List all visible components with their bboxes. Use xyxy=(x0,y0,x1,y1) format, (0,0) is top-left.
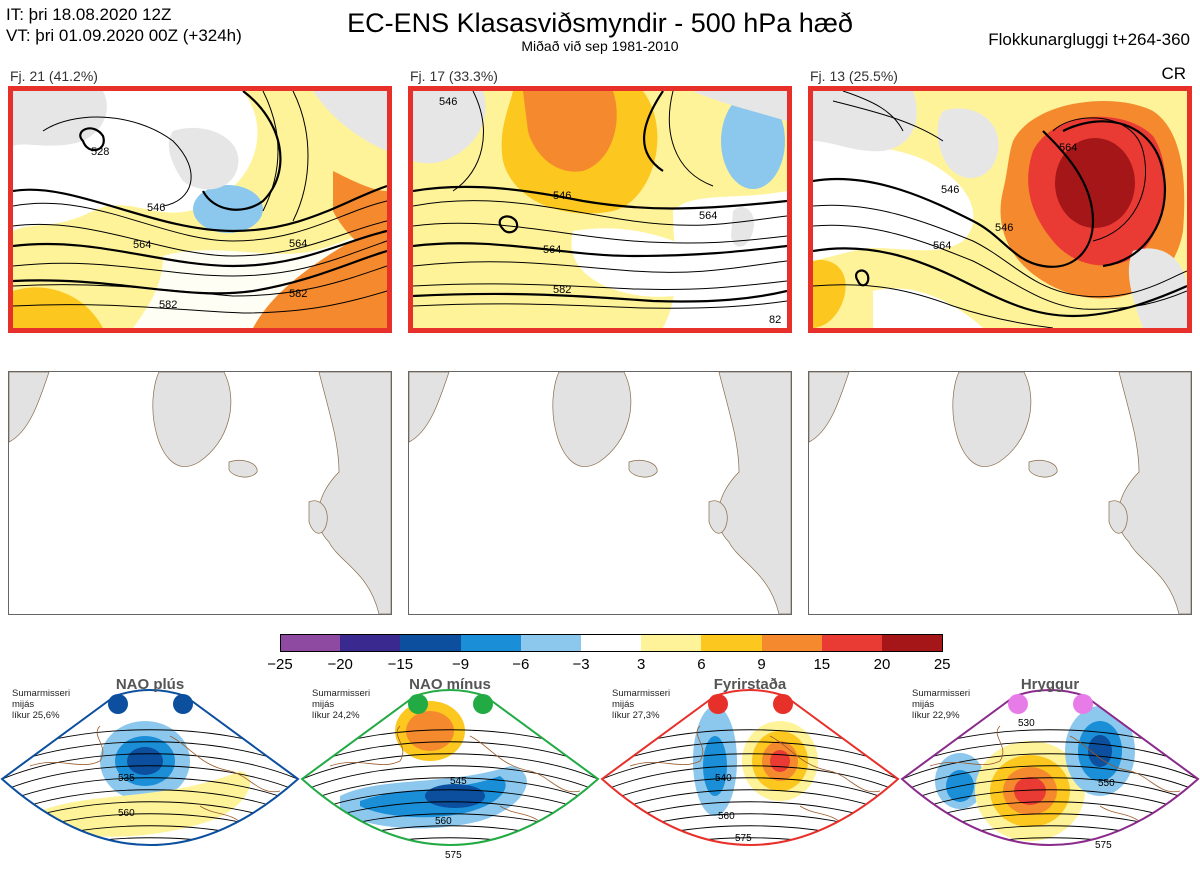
contour-label: 546 xyxy=(995,222,1013,234)
colorbar-cell xyxy=(400,634,462,652)
regime-contour-label: 560 xyxy=(118,808,135,819)
regime-panel: 530 550 575 Sumarmisseri mijás líkur 22,9% Hry… xyxy=(900,676,1200,871)
regime-prob: líkur 22,9% xyxy=(912,710,960,721)
regime-season: Sumarmisseri xyxy=(12,688,71,699)
contour-label: 564 xyxy=(699,210,717,222)
cluster-1-label: Fj. 21 (41.2%) xyxy=(10,68,98,84)
base-map-2 xyxy=(408,371,792,615)
regime-name: NAO mínus xyxy=(409,676,491,693)
contour-label: 546 xyxy=(439,96,457,108)
cluster-3-map: 564 546 564 546 xyxy=(808,86,1192,333)
regime-level: mijás xyxy=(312,699,335,710)
regime-info: Sumarmisseri mijás líkur 27,3% xyxy=(612,688,670,721)
colorbar-cell xyxy=(701,634,763,652)
base-map-3 xyxy=(808,371,1192,615)
regime-season: Sumarmisseri xyxy=(312,688,371,699)
regime-contour-label: 560 xyxy=(718,811,735,822)
colorbar-tick-label: −15 xyxy=(387,656,414,673)
colorbar-tick-label: 25 xyxy=(933,656,951,673)
colorbar-tick-label: 6 xyxy=(697,656,706,673)
contour-label: 582 xyxy=(289,288,307,300)
regime-name: Hryggur xyxy=(1020,676,1080,693)
regime-panel: 545 560 575 Sumarmisseri mijás líkur 24,2% NAO… xyxy=(300,676,600,871)
colorbar-cell xyxy=(460,634,522,652)
contour-label: 564 xyxy=(933,240,951,252)
regime-info: Sumarmisseri mijás líkur 24,2% xyxy=(312,688,370,721)
colorbar-tick-label: 9 xyxy=(757,656,766,673)
colorbar-tick-label: −6 xyxy=(512,656,530,673)
regime-contour-label: 535 xyxy=(118,773,135,784)
regime-name: NAO plús xyxy=(115,676,185,693)
regime-map: 545 560 575 xyxy=(300,689,600,861)
contour-label: 564 xyxy=(1059,142,1077,154)
contour-label: 564 xyxy=(289,238,307,250)
regime-contour-label: 545 xyxy=(450,776,467,787)
initial-time: IT: þri 18.08.2020 12Z xyxy=(6,5,172,24)
regime-contour-label: 530 xyxy=(1018,718,1035,729)
regime-season: Sumarmisseri xyxy=(612,688,671,699)
page-title: EC-ENS Klasasviðsmyndir - 500 hPa hæð xyxy=(347,8,853,38)
regime-level: mijás xyxy=(612,699,635,710)
colorbar-tick-label: −25 xyxy=(267,656,293,673)
cluster-2-label: Fj. 17 (33.3%) xyxy=(410,68,498,84)
regime-info: Sumarmisseri mijás líkur 25,6% xyxy=(12,688,70,721)
contour-label: 564 xyxy=(133,239,151,251)
contour-label: 546 xyxy=(147,202,165,214)
colorbar-tick-label: −3 xyxy=(572,656,590,673)
header-info: IT: þri 18.08.2020 12Z VT: þri 01.09.202… xyxy=(6,4,242,46)
regime-name: Fyrirstaða xyxy=(713,676,787,693)
regime-contour-label: 575 xyxy=(1095,840,1112,851)
cluster-3-label: Fj. 13 (25.5%) xyxy=(810,68,898,84)
regime-contour-label: 550 xyxy=(1098,778,1115,789)
regime-contour-label: 540 xyxy=(715,773,732,784)
colorbar-cell xyxy=(340,634,402,652)
regime-level: mijás xyxy=(912,699,935,710)
colorbar-cell xyxy=(520,634,582,652)
cluster-1-map: 528 546 564 582 564 582 xyxy=(8,86,392,333)
regime-prob: líkur 27,3% xyxy=(612,710,660,721)
regime-map: 535 560 xyxy=(0,689,300,846)
regime-panel: 540 560 575 Sumarmisseri mijás líkur 27,3% Fyr… xyxy=(600,676,900,871)
colorbar-tick-label: −20 xyxy=(327,656,353,673)
regime-prob: líkur 25,6% xyxy=(12,710,60,721)
regime-info: Sumarmisseri mijás líkur 22,9% xyxy=(912,688,970,721)
regime-contour-label: 560 xyxy=(435,816,452,827)
regime-map: 530 550 575 xyxy=(900,689,1200,851)
regime-prob: líkur 24,2% xyxy=(312,710,360,721)
regime-panel: 535 560 Sumarmisseri mijás líkur 25,6% NAO pl… xyxy=(0,676,300,871)
contour-label: 528 xyxy=(91,146,109,158)
cluster-2-map: 546 564 582 546 564 82 xyxy=(408,86,792,333)
cr-label: CR xyxy=(1161,64,1186,83)
contour-label: 582 xyxy=(553,284,571,296)
contour-label: 82 xyxy=(769,314,781,326)
classification-window: Flokkunargluggi t+264-360 xyxy=(988,30,1190,49)
contour-label: 582 xyxy=(159,299,177,311)
colorbar-tick-label: 15 xyxy=(813,656,831,673)
regime-contour-label: 575 xyxy=(445,850,462,861)
base-map-1 xyxy=(8,371,392,615)
contour-label: 564 xyxy=(543,244,561,256)
colorbar-cell xyxy=(641,634,703,652)
contour-label: 546 xyxy=(553,190,571,202)
colorbar-cell xyxy=(280,634,342,652)
page-subtitle: Miðað við sep 1981-2010 xyxy=(521,38,679,54)
colorbar-cell xyxy=(761,634,823,652)
colorbar-tick-label: 20 xyxy=(873,656,891,673)
colorbar-tick-label: 3 xyxy=(637,656,646,673)
colorbar-cell xyxy=(581,634,643,652)
colorbar-cell xyxy=(821,634,883,652)
contour-label: 546 xyxy=(941,184,959,196)
colorbar-cell xyxy=(882,634,944,652)
colorbar-tick-label: −9 xyxy=(452,656,470,673)
valid-time: VT: þri 01.09.2020 00Z (+324h) xyxy=(6,26,242,45)
regime-level: mijás xyxy=(12,699,35,710)
regime-contour-label: 575 xyxy=(735,833,752,844)
regime-season: Sumarmisseri xyxy=(912,688,971,699)
